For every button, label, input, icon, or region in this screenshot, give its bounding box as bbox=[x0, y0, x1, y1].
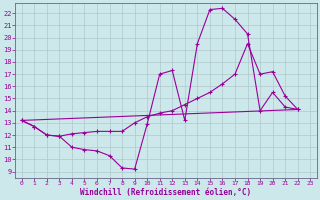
X-axis label: Windchill (Refroidissement éolien,°C): Windchill (Refroidissement éolien,°C) bbox=[80, 188, 252, 197]
